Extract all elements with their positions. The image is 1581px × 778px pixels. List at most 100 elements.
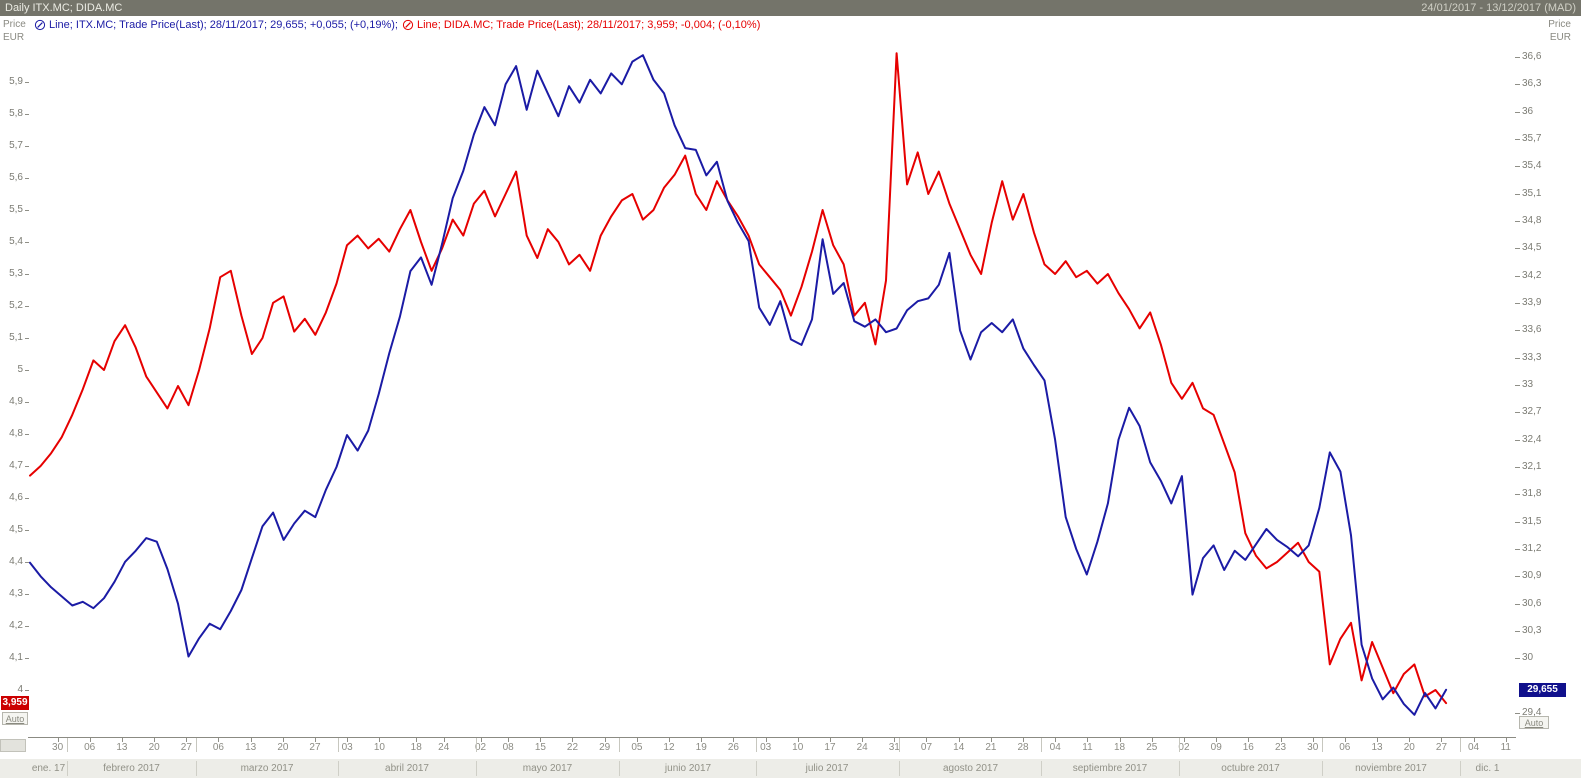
left-axis-tick-label: 5,8: [9, 108, 23, 119]
left-axis-tick-label: 5,9: [9, 76, 23, 87]
x-axis-tick-mark: [959, 738, 960, 742]
x-axis-tick-mark: [379, 738, 380, 742]
x-axis-day-label: 22: [566, 742, 579, 753]
x-axis-tick-mark: [186, 738, 187, 742]
x-axis-day-label: 03: [341, 742, 353, 753]
left-axis-tick-label: 5,6: [9, 172, 23, 183]
right-axis-tick-mark: [1515, 576, 1520, 577]
x-axis-tick-mark: [1248, 738, 1249, 742]
month-label: agosto 2017: [942, 763, 999, 774]
right-axis-auto-button[interactable]: Auto: [1519, 716, 1549, 729]
series-line-dida-mc[interactable]: [29, 52, 1448, 705]
month-label: julio 2017: [805, 763, 849, 774]
series-line-itx-mc[interactable]: [29, 54, 1448, 716]
right-axis-tick-label: 35,4: [1522, 160, 1542, 172]
x-axis-tick-mark: [283, 738, 284, 742]
right-axis-tick-mark: [1515, 112, 1520, 113]
x-axis-tick-mark: [1281, 738, 1282, 742]
x-axis-tick-mark: [1216, 738, 1217, 742]
x-axis-corner-box[interactable]: [0, 739, 26, 752]
month-label: mayo 2017: [522, 763, 573, 774]
x-axis-day-label: 20: [148, 742, 160, 753]
left-axis-tick-mark: [25, 114, 29, 115]
left-axis-tick-mark: [25, 594, 29, 595]
x-axis-day-label: 06: [84, 742, 96, 753]
dida-last-price-marker: 3,959: [1, 696, 29, 710]
x-axis-tick-mark: [605, 738, 606, 742]
x-axis-line: [28, 737, 1516, 738]
x-axis-day-label: 09: [1210, 742, 1222, 753]
x-axis-tick-mark: [669, 738, 670, 742]
x-axis-day-label: 02: [474, 742, 487, 753]
legend-item-dida[interactable]: Line; DIDA.MC; Trade Price(Last); 28/11/…: [402, 19, 760, 31]
right-axis-unit-line2: EUR: [1549, 32, 1571, 43]
x-axis-day-label: 27: [180, 742, 192, 753]
left-axis-tick-label: 4,4: [9, 555, 23, 567]
left-axis-tick-mark: [25, 370, 29, 371]
x-axis-day-label: 07: [920, 742, 933, 753]
left-axis-tick-label: 4,9: [9, 396, 23, 407]
x-axis-tick-mark: [1474, 738, 1475, 742]
right-axis-tick-label: 36,6: [1522, 51, 1542, 62]
left-axis-tick-label: 5,5: [9, 204, 23, 215]
right-axis-tick-mark: [1515, 494, 1520, 495]
right-axis-tick-label: 32,4: [1522, 433, 1542, 445]
x-axis-tick-mark: [1023, 738, 1024, 742]
x-axis-tick-mark: [701, 738, 702, 742]
date-range-label: 24/01/2017 - 13/12/2017 (MAD): [1421, 2, 1576, 14]
right-axis-tick-label: 32,7: [1522, 406, 1542, 418]
x-axis-day-label: 29: [599, 742, 611, 753]
right-axis-tick-mark: [1515, 631, 1520, 632]
x-axis-tick-mark: [1409, 738, 1410, 742]
x-axis-tick-mark: [481, 738, 482, 742]
left-axis-tick-label: 5: [17, 364, 23, 375]
right-axis-unit-line1: Price: [1548, 19, 1571, 30]
x-axis-day-label: 06: [212, 742, 224, 753]
right-axis-tick-label: 33,9: [1522, 297, 1542, 308]
left-axis-unit-line2: EUR: [3, 32, 25, 43]
x-axis-day-label: 10: [373, 742, 385, 753]
x-axis-day-label: 30: [52, 742, 64, 753]
left-axis-tick-mark: [25, 434, 29, 435]
x-axis-day-label: 30: [1307, 742, 1319, 753]
x-axis-tick-mark: [416, 738, 417, 742]
x-axis-day-label: 18: [1113, 742, 1126, 753]
right-axis-tick-mark: [1515, 549, 1520, 550]
right-axis-tick-mark: [1515, 248, 1520, 249]
left-axis-auto-button[interactable]: Auto: [2, 712, 28, 725]
x-axis-day-label: 27: [309, 742, 321, 753]
month-separator: [619, 738, 620, 752]
month-label: octubre 2017: [1221, 763, 1280, 774]
x-axis-tick-mark: [58, 738, 59, 742]
legend-label-dida: Line; DIDA.MC; Trade Price(Last); 28/11/…: [416, 19, 761, 31]
left-axis-tick-mark: [25, 146, 29, 147]
month-label: ene. 17: [31, 763, 66, 774]
x-axis-tick-mark: [251, 738, 252, 742]
right-axis-tick-label: 31,8: [1522, 488, 1542, 500]
right-axis-tick-label: 29,4: [1522, 707, 1542, 718]
left-axis-tick-label: 4,3: [9, 587, 23, 599]
left-axis-tick-mark: [25, 498, 29, 499]
month-separator: [67, 738, 68, 752]
month-separator: [899, 738, 900, 752]
month-band-separator: [1179, 761, 1180, 776]
x-axis-day-label: 31: [888, 742, 900, 753]
left-axis-tick-mark: [25, 306, 29, 307]
left-axis-tick-label: 4: [17, 683, 23, 695]
x-axis-day-label: 20: [1403, 742, 1415, 753]
left-axis-tick-label: 4,1: [9, 651, 23, 663]
right-axis-tick-label: 30,6: [1522, 597, 1542, 609]
right-axis-tick-label: 34,2: [1522, 269, 1542, 281]
right-axis-tick-label: 35,7: [1522, 133, 1542, 144]
month-band-separator: [1460, 761, 1461, 776]
x-axis-day-label: 04: [1049, 742, 1061, 753]
month-band-separator: [67, 761, 68, 776]
left-axis-tick-mark: [25, 626, 29, 627]
x-axis-day-label: 06: [1339, 742, 1351, 753]
x-axis-day-label: 02: [1178, 742, 1190, 753]
legend-item-itx[interactable]: Line; ITX.MC; Trade Price(Last); 28/11/2…: [34, 19, 398, 31]
x-axis-tick-mark: [154, 738, 155, 742]
line-style-icon: [34, 19, 46, 31]
legend: Line; ITX.MC; Trade Price(Last); 28/11/2…: [34, 17, 760, 33]
